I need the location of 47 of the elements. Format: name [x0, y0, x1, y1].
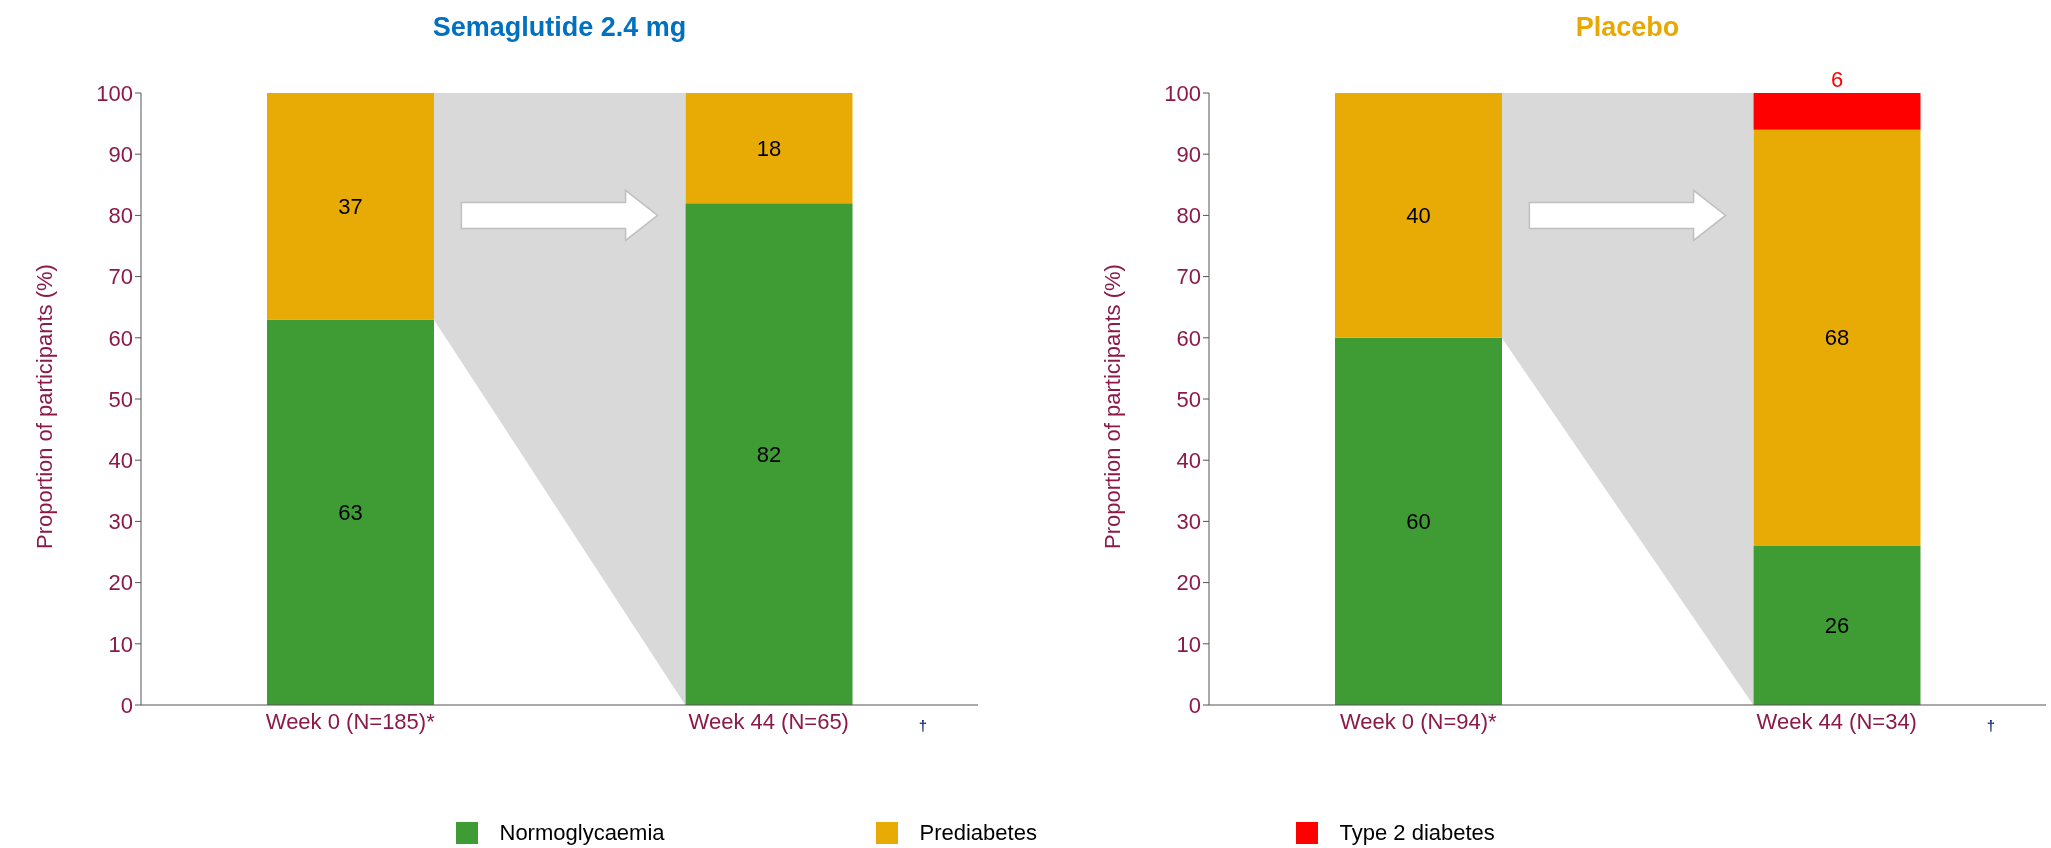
y-tick-label: 100: [1164, 80, 1201, 106]
y-tick-label: 60: [108, 325, 133, 351]
bar: [685, 93, 853, 204]
y-tick-label: 10: [1176, 631, 1201, 657]
y-tick-label: 70: [1176, 264, 1201, 290]
y-tick-label: 50: [108, 386, 133, 412]
y-tick-label: 90: [1176, 142, 1201, 168]
y-tick-label: 90: [108, 142, 133, 168]
y-tick-label: 60: [1176, 325, 1201, 351]
data-label: 26: [1824, 612, 1850, 638]
y-tick-label: 80: [1176, 203, 1201, 229]
bar: [1753, 545, 1921, 705]
chart-title: Semaglutide 2.4 mg: [431, 12, 688, 43]
y-tick-label: 0: [1188, 692, 1201, 718]
data-label: 40: [1406, 202, 1431, 228]
data-label: 63: [338, 499, 363, 525]
x-tick-label: Week 0 (N=94)*: [1339, 708, 1498, 734]
y-tick-label: 50: [1176, 386, 1201, 412]
text: †: [918, 717, 928, 734]
bar: [1753, 93, 1921, 130]
y-tick-label: 10: [108, 631, 133, 657]
y-axis-title: Proportion of participants (%): [31, 264, 57, 549]
y-tick-label: 100: [96, 80, 133, 106]
chart-title: Placebo: [1574, 12, 1681, 43]
y-tick-label: 40: [108, 448, 133, 474]
y-tick-label: 40: [1176, 448, 1201, 474]
data-label: 68: [1824, 325, 1850, 351]
data-label: 60: [1406, 508, 1431, 534]
y-tick-label: 30: [1176, 509, 1201, 535]
y-axis-title: Proportion of participants (%): [1099, 264, 1125, 549]
data-label: 18: [756, 135, 782, 161]
data-label: 82: [756, 441, 782, 467]
legend-label: Type 2 diabetes: [1339, 820, 1495, 846]
text: †: [1986, 717, 1996, 734]
legend-label: Normoglycaemia: [499, 820, 665, 846]
y-tick-label: 80: [108, 203, 133, 229]
data-label: 6: [1830, 67, 1844, 92]
legend-label: Prediabetes: [919, 820, 1037, 846]
y-tick-label: 70: [108, 264, 133, 290]
y-tick-label: 20: [108, 570, 133, 596]
x-tick-label: Week 44 (N=34): [1756, 708, 1917, 734]
y-tick-label: 30: [108, 509, 133, 535]
y-tick-label: 0: [120, 692, 133, 718]
y-tick-label: 20: [1176, 570, 1201, 596]
data-label: 37: [338, 193, 363, 219]
x-tick-label: Week 0 (N=185)*: [265, 708, 436, 734]
x-tick-label: Week 44 (N=65): [688, 708, 849, 734]
